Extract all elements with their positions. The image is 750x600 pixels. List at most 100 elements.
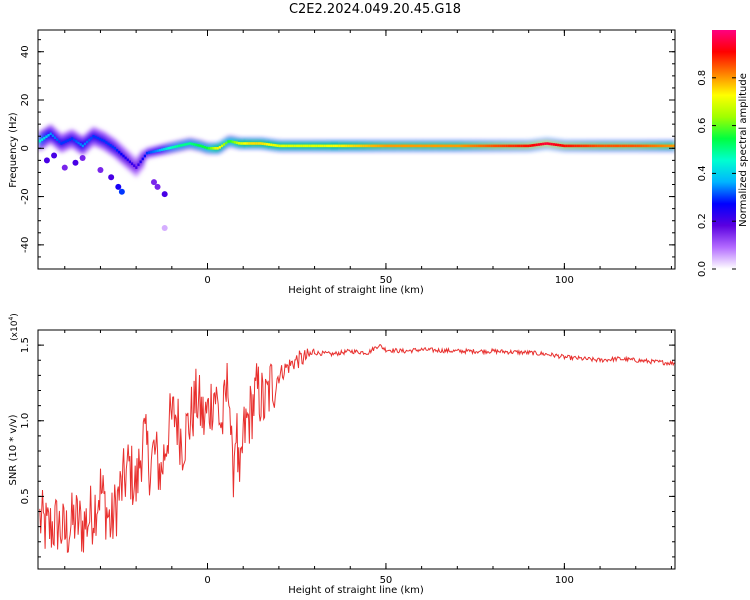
spectrogram-ridge-cell bbox=[625, 144, 628, 148]
y-tick-label: -20 bbox=[20, 188, 31, 204]
spectrogram-ridge-cell bbox=[137, 163, 140, 167]
spectrogram-ridge-cell bbox=[518, 144, 521, 148]
spectrogram-ridge-cell bbox=[413, 144, 416, 148]
spectrogram-ridge-cell bbox=[589, 144, 592, 148]
spectrogram-ridge-cell bbox=[152, 150, 155, 153]
spectrogram-ridge-cell bbox=[563, 144, 566, 148]
spectrogram-ridge-cell bbox=[565, 144, 568, 148]
spectrogram-point bbox=[72, 159, 79, 166]
spectrogram-ridge-cell bbox=[148, 151, 151, 154]
spectrogram-ridge-cell bbox=[113, 146, 117, 150]
spectrogram-ridge-cell bbox=[280, 144, 284, 148]
spectrogram-ridge-cell bbox=[559, 143, 562, 147]
spectrogram-ridge-cell bbox=[163, 147, 166, 151]
spectrogram-ridge-cell bbox=[623, 144, 626, 148]
spectrogram-ridge-cell bbox=[227, 140, 230, 143]
spectrogram-ridge-cell bbox=[203, 146, 206, 149]
spectrogram-ridge-cell bbox=[507, 144, 511, 148]
spectrogram-ridge-cell bbox=[490, 144, 493, 148]
spectrogram-ridge-cell bbox=[653, 144, 656, 148]
spectrogram-ridge-cell bbox=[659, 144, 663, 148]
spectrogram-ridge-cell bbox=[100, 138, 104, 142]
x-tick-label: 50 bbox=[380, 575, 393, 586]
snr-x-axis-label: Height of straight line (km) bbox=[288, 585, 424, 596]
spectrogram-ridge-cell bbox=[501, 144, 504, 148]
spectrogram-ridge-cell bbox=[291, 144, 294, 148]
spectrogram-ridge-cell bbox=[210, 146, 213, 150]
spectrogram-ridge-cell bbox=[199, 144, 202, 148]
spectrogram-ridge-cell bbox=[193, 143, 196, 146]
spectrogram-ridge-cell bbox=[332, 144, 335, 148]
spectrogram-ridge-cell bbox=[160, 148, 164, 152]
spectrogram-ridge-cell bbox=[68, 138, 72, 141]
colorbar-tick-label: 0.6 bbox=[697, 118, 708, 134]
spectrogram-ridge-cell bbox=[629, 144, 633, 148]
spectrogram-ridge-cell bbox=[599, 144, 603, 148]
spectrogram-ridge-cell bbox=[133, 164, 136, 167]
spectrogram-ridge-cell bbox=[544, 142, 547, 145]
spectrogram-ridge-cell bbox=[208, 146, 211, 150]
snr-multiplier-label: (x104) bbox=[8, 313, 20, 341]
spectrogram-ridge-cell bbox=[509, 144, 513, 148]
spectrogram-ridge-cell bbox=[53, 136, 57, 139]
spectrogram-ridge-cell bbox=[366, 144, 369, 148]
spectrogram-ridge-cell bbox=[520, 144, 523, 148]
spectrogram-ridge-cell bbox=[522, 144, 525, 148]
spectrogram-ridge-cell bbox=[383, 144, 386, 148]
spectrogram-ridge-cell bbox=[342, 144, 346, 148]
spectrogram-ridge-cell bbox=[43, 136, 46, 140]
spectrogram-ridge-cell bbox=[610, 144, 613, 148]
spectrogram-ridge-cell bbox=[524, 144, 528, 148]
spectrogram-ridge-cell bbox=[120, 152, 123, 156]
spectrogram-ridge-cell bbox=[464, 144, 468, 148]
spectrogram-ridge-cell bbox=[56, 138, 59, 141]
spectrogram-ridge-cell bbox=[238, 142, 241, 145]
spectrogram-ridge-cell bbox=[145, 151, 149, 155]
spectrogram-ridge-cell bbox=[349, 144, 352, 148]
spectrogram-ridge-cell bbox=[591, 144, 594, 148]
spectrogram-ridge-cell bbox=[231, 140, 234, 144]
spectrogram-ridge-cell bbox=[98, 137, 102, 141]
colorbar-label: Normalized spectral amplitude bbox=[738, 73, 749, 227]
spectrogram-ridge-cell bbox=[156, 149, 159, 153]
spectrogram-ridge-cell bbox=[576, 144, 579, 148]
spectrogram-point bbox=[61, 164, 68, 171]
spectrogram-ridge-cell bbox=[362, 144, 365, 148]
spectrogram-point bbox=[97, 167, 104, 174]
spectrogram-ridge-cell bbox=[621, 144, 624, 148]
colorbar: 0.0 0.2 0.4 0.6 0.8 Normalized spectral ampl… bbox=[697, 30, 749, 277]
spectrogram-ridge-cell bbox=[175, 145, 179, 148]
spectrogram-ridge-cell bbox=[263, 142, 266, 146]
spectrogram-ridge-cell bbox=[289, 144, 292, 148]
spectrogram-frame bbox=[37, 29, 676, 270]
spectrogram-ridge-cell bbox=[512, 144, 515, 148]
spectrogram-ridge-cell bbox=[293, 144, 296, 148]
spectrogram-ridge-cell bbox=[41, 138, 44, 141]
spectrogram-point bbox=[51, 152, 58, 159]
spectrogram-ridge-cell bbox=[646, 144, 650, 148]
spectrogram-ridge-cell bbox=[150, 150, 153, 154]
spectrogram-ridge-cell bbox=[578, 144, 581, 148]
spectrogram-ridge-cell bbox=[334, 144, 337, 148]
spectrogram-ridge-cell bbox=[357, 144, 361, 148]
spectrogram-ridge-cell bbox=[402, 144, 406, 148]
snr-ticks: 0 50 100 0.5 1.0 1.5 bbox=[20, 330, 675, 586]
spectrogram-ridge-cell bbox=[330, 144, 333, 148]
spectrogram-ridge-cell bbox=[115, 148, 119, 152]
spectrogram-ridge-cell bbox=[550, 142, 553, 146]
spectrogram-point bbox=[79, 154, 86, 161]
spectrogram-ridge-cell bbox=[537, 143, 540, 146]
spectrogram-ridge-cell bbox=[190, 142, 194, 146]
spectrogram-ridge-cell bbox=[139, 160, 142, 164]
spectrogram-ridge-cell bbox=[321, 144, 324, 148]
spectrogram-ridge-cell bbox=[81, 144, 84, 148]
spectrogram-ridge-cell bbox=[422, 144, 425, 148]
spectrogram-ridge-cell bbox=[233, 141, 236, 144]
spectrogram-ridge-cell bbox=[385, 144, 388, 148]
spectrogram-ridge-cell bbox=[484, 144, 487, 148]
spectrogram-ridge-cell bbox=[595, 144, 598, 148]
spectrogram-ridge-cell bbox=[411, 144, 414, 148]
spectrogram-ridge-cell bbox=[657, 144, 660, 148]
spectrogram-ridge-cell bbox=[270, 143, 273, 147]
spectrogram-ridge-cell bbox=[499, 144, 502, 148]
